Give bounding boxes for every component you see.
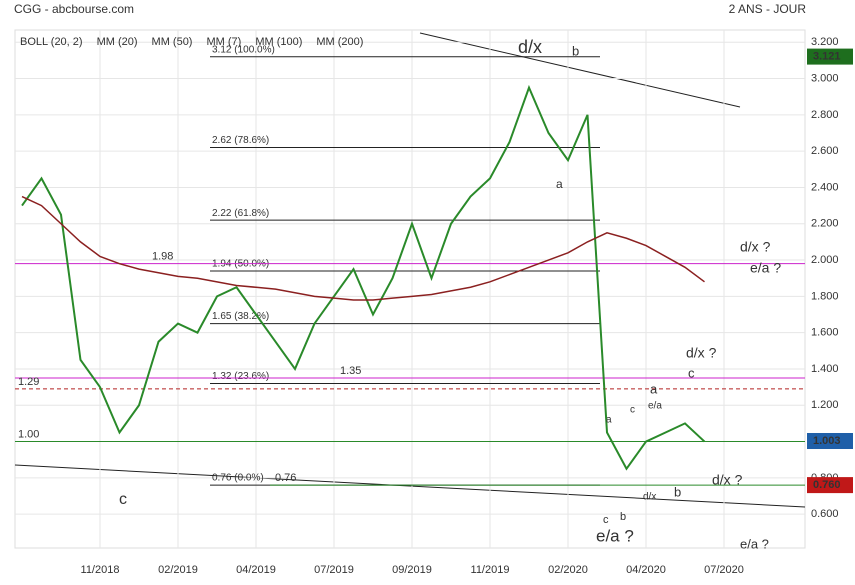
wave-annotation: d/x [518, 37, 542, 57]
x-tick-label: 04/2019 [236, 564, 276, 576]
wave-annotation: a [650, 381, 658, 396]
y-tick-label: 2.400 [811, 181, 839, 193]
legend-entry: MM (7) [206, 36, 241, 48]
y-tick-label: 1.600 [811, 327, 839, 339]
wave-annotation: d/x ? [740, 239, 771, 255]
fib-label: 1.65 (38.2%) [212, 311, 269, 322]
level-label: 0.76 [275, 472, 296, 484]
period: 2 ANS - JOUR [729, 2, 807, 16]
y-tick-label: 0.600 [811, 508, 839, 520]
fib-label: 0.76 (0.0%) [212, 473, 264, 484]
x-tick-label: 02/2020 [548, 564, 588, 576]
x-tick-label: 11/2019 [471, 564, 510, 576]
trend-line [14, 464, 806, 508]
legend-entry: MM (20) [97, 36, 138, 48]
level-label: 1.35 [340, 365, 361, 377]
price-tag [807, 477, 853, 494]
wave-annotation: b [572, 43, 579, 58]
wave-annotation: d/x [643, 492, 656, 503]
wave-annotation: e/a [648, 401, 662, 412]
x-tick-label: 11/2018 [81, 564, 120, 576]
y-tick-label: 3.200 [811, 36, 839, 48]
wave-annotation: c [630, 405, 635, 416]
fib-label: 2.62 (78.6%) [212, 135, 269, 146]
x-tick-label: 04/2020 [626, 564, 666, 576]
legend-entry: MM (200) [316, 36, 363, 48]
wave-annotation: e/a ? [740, 536, 769, 551]
series-line [21, 84, 706, 471]
chart-title: CGG - abcbourse.com [14, 2, 134, 16]
y-tick-label: 3.000 [811, 72, 839, 84]
wave-annotation: b [620, 511, 626, 523]
price-tag-label: 3.121 [813, 51, 841, 63]
price-tag [807, 433, 853, 450]
legend-entry: MM (100) [255, 36, 302, 48]
level-label: 1.29 [18, 376, 39, 388]
wave-annotation: c [603, 514, 609, 526]
legend-entry: BOLL (20, 2) [20, 36, 83, 48]
wave-annotation: b [674, 484, 681, 499]
fib-label: 1.32 (23.6%) [212, 371, 269, 382]
x-tick-label: 07/2019 [314, 564, 354, 576]
y-tick-label: 2.600 [811, 145, 839, 157]
x-tick-label: 02/2019 [158, 564, 198, 576]
wave-annotation: d/x ? [686, 345, 717, 361]
fib-label: 2.22 (61.8%) [212, 208, 269, 219]
y-tick-label: 2.200 [811, 218, 839, 230]
level-label: 1.00 [18, 428, 39, 440]
wave-annotation: a [606, 415, 612, 426]
price-tag-label: 1.003 [813, 435, 841, 447]
x-tick-label: 09/2019 [392, 564, 432, 576]
series-line [21, 195, 705, 301]
wave-annotation: e/a ? [750, 260, 781, 276]
y-tick-label: 2.000 [811, 254, 839, 266]
wave-annotation: c [119, 491, 127, 508]
wave-annotation: d/x ? [712, 472, 743, 488]
wave-annotation: a [556, 177, 563, 191]
y-tick-label: 1.800 [811, 290, 839, 302]
legend-entry: MM (50) [152, 36, 193, 48]
plot-area [14, 29, 806, 549]
y-tick-label: 1.200 [811, 399, 839, 411]
y-tick-label: 2.800 [811, 109, 839, 121]
level-label: 1.98 [152, 251, 173, 263]
x-tick-label: 07/2020 [704, 564, 744, 576]
wave-annotation: c [688, 365, 695, 380]
fib-label: 3.12 (100.0%) [212, 44, 275, 55]
price-tag [807, 48, 853, 65]
wave-annotation: e/a ? [596, 526, 634, 545]
trend-line [419, 32, 741, 108]
price-tag-label: 0.760 [813, 479, 841, 491]
y-tick-label: 1.400 [811, 363, 839, 375]
